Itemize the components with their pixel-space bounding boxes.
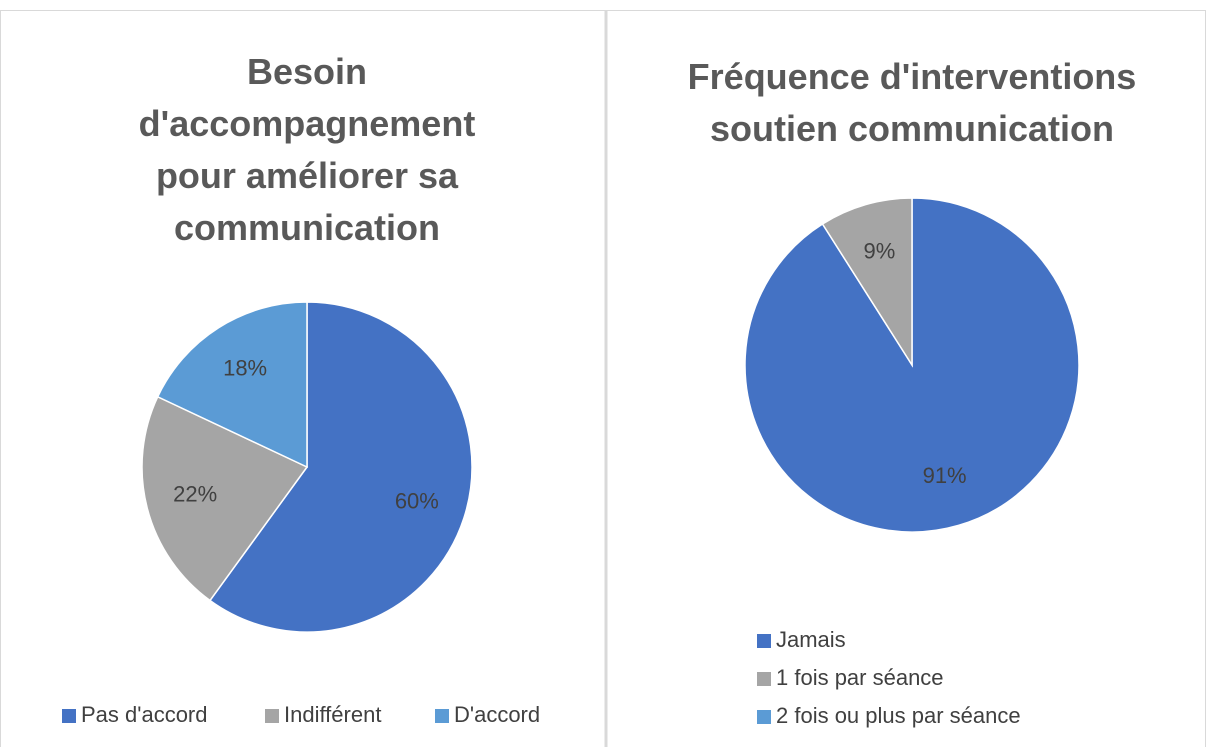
data-label: 60%	[395, 489, 439, 514]
legend-swatch	[757, 710, 771, 724]
data-label: 18%	[223, 355, 267, 380]
legend-swatch	[757, 672, 771, 686]
chart-title: Besoin d'accompagnement pour améliorer s…	[138, 51, 476, 248]
legend-label: 2 fois ou plus par séance	[776, 703, 1021, 728]
data-label: 9%	[863, 239, 895, 264]
legend-swatch	[757, 634, 771, 648]
legend-label: D'accord	[454, 702, 540, 727]
data-label: 22%	[173, 482, 217, 507]
legend-swatch	[265, 709, 279, 723]
data-label: 91%	[923, 463, 967, 488]
pie-slice	[208, 301, 473, 633]
legend-swatch	[62, 709, 76, 723]
legend-label: Indifférent	[284, 702, 381, 727]
pie-slice	[156, 301, 308, 469]
legend-swatch	[435, 709, 449, 723]
pie-slice	[821, 197, 913, 368]
legend-label: Jamais	[776, 627, 846, 652]
chart-title: Fréquence d'interventions soutien commun…	[687, 56, 1137, 149]
legend-label: Pas d'accord	[81, 702, 208, 727]
legend-label: 1 fois par séance	[776, 665, 944, 690]
